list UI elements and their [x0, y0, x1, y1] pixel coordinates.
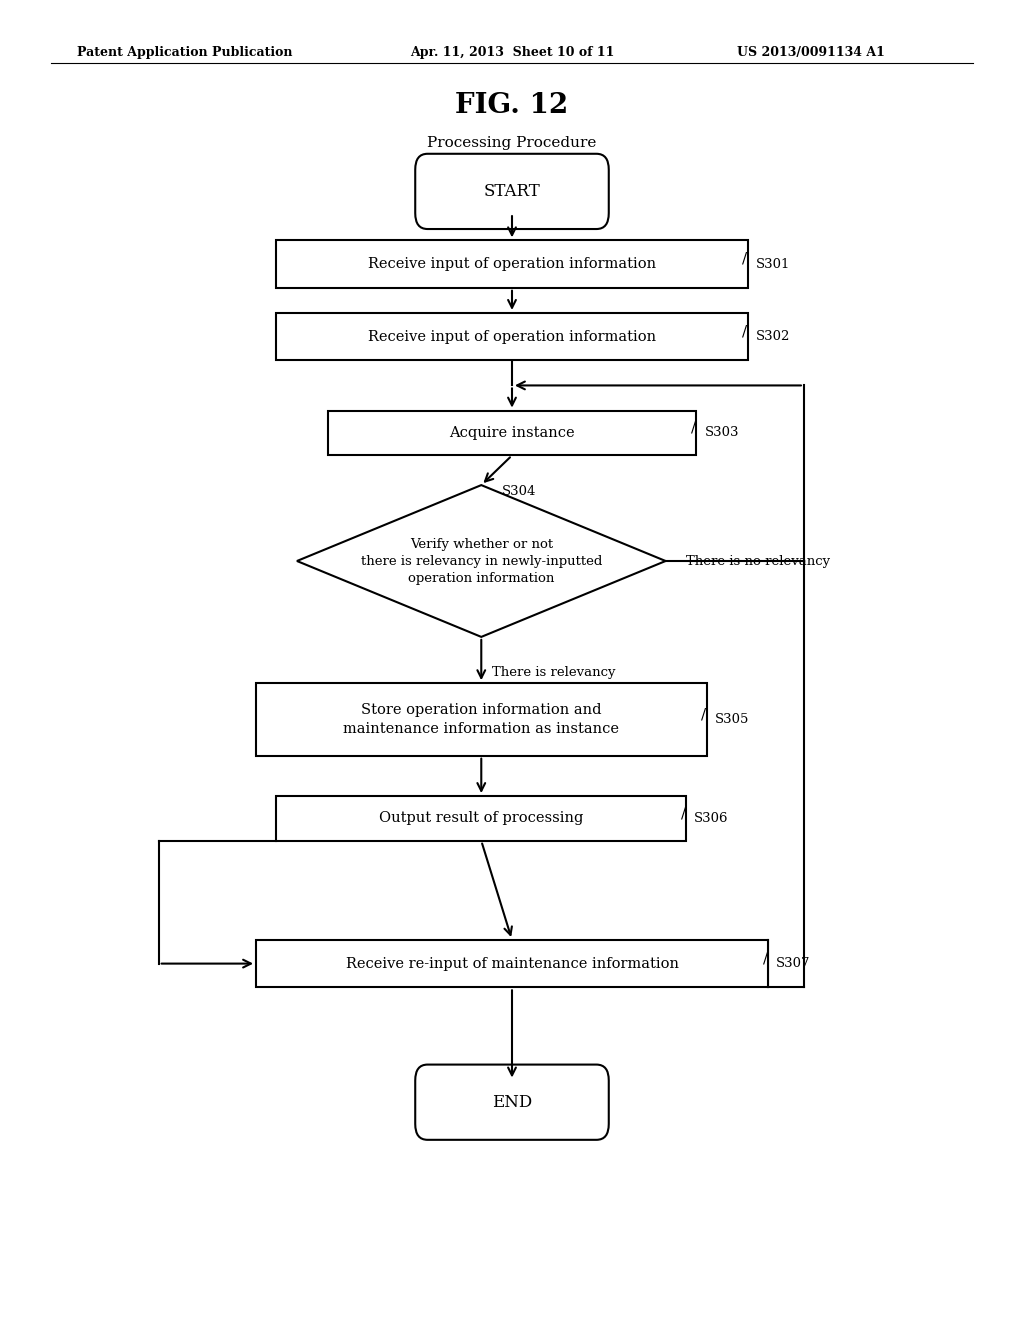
Bar [276, 796, 686, 841]
Text: /: / [701, 708, 707, 721]
Text: /: / [763, 952, 768, 965]
Text: Receive input of operation information: Receive input of operation information [368, 257, 656, 271]
Text: /: / [691, 421, 696, 434]
Bar [256, 684, 707, 755]
Bar [256, 940, 768, 987]
Text: S304: S304 [502, 486, 537, 499]
Text: Patent Application Publication: Patent Application Publication [77, 46, 292, 59]
Text: Verify whether or not
there is relevancy in newly-inputted
operation information: Verify whether or not there is relevancy… [360, 537, 602, 585]
Text: START: START [483, 183, 541, 199]
Text: S303: S303 [705, 426, 739, 440]
Text: S301: S301 [756, 257, 791, 271]
Text: Store operation information and
maintenance information as instance: Store operation information and maintena… [343, 704, 620, 735]
Text: /: / [681, 807, 686, 820]
Bar [276, 313, 748, 360]
Text: Receive input of operation information: Receive input of operation information [368, 330, 656, 343]
Polygon shape [297, 486, 666, 638]
Text: US 2013/0091134 A1: US 2013/0091134 A1 [737, 46, 885, 59]
Text: /: / [742, 252, 748, 265]
Text: /: / [742, 325, 748, 338]
Text: S306: S306 [694, 812, 729, 825]
Text: END: END [492, 1094, 532, 1110]
Bar [276, 240, 748, 288]
Bar [328, 411, 696, 455]
Text: There is relevancy: There is relevancy [492, 667, 615, 678]
FancyBboxPatch shape [416, 1064, 608, 1139]
FancyBboxPatch shape [416, 153, 608, 230]
Text: Acquire instance: Acquire instance [450, 426, 574, 440]
Text: S305: S305 [715, 713, 750, 726]
Text: Receive re-input of maintenance information: Receive re-input of maintenance informat… [345, 957, 679, 970]
Text: S302: S302 [756, 330, 791, 343]
Text: Processing Procedure: Processing Procedure [427, 136, 597, 150]
Text: There is no relevancy: There is no relevancy [686, 554, 830, 568]
Text: Apr. 11, 2013  Sheet 10 of 11: Apr. 11, 2013 Sheet 10 of 11 [410, 46, 614, 59]
Text: FIG. 12: FIG. 12 [456, 92, 568, 119]
Text: Output result of processing: Output result of processing [379, 812, 584, 825]
Text: S307: S307 [776, 957, 811, 970]
